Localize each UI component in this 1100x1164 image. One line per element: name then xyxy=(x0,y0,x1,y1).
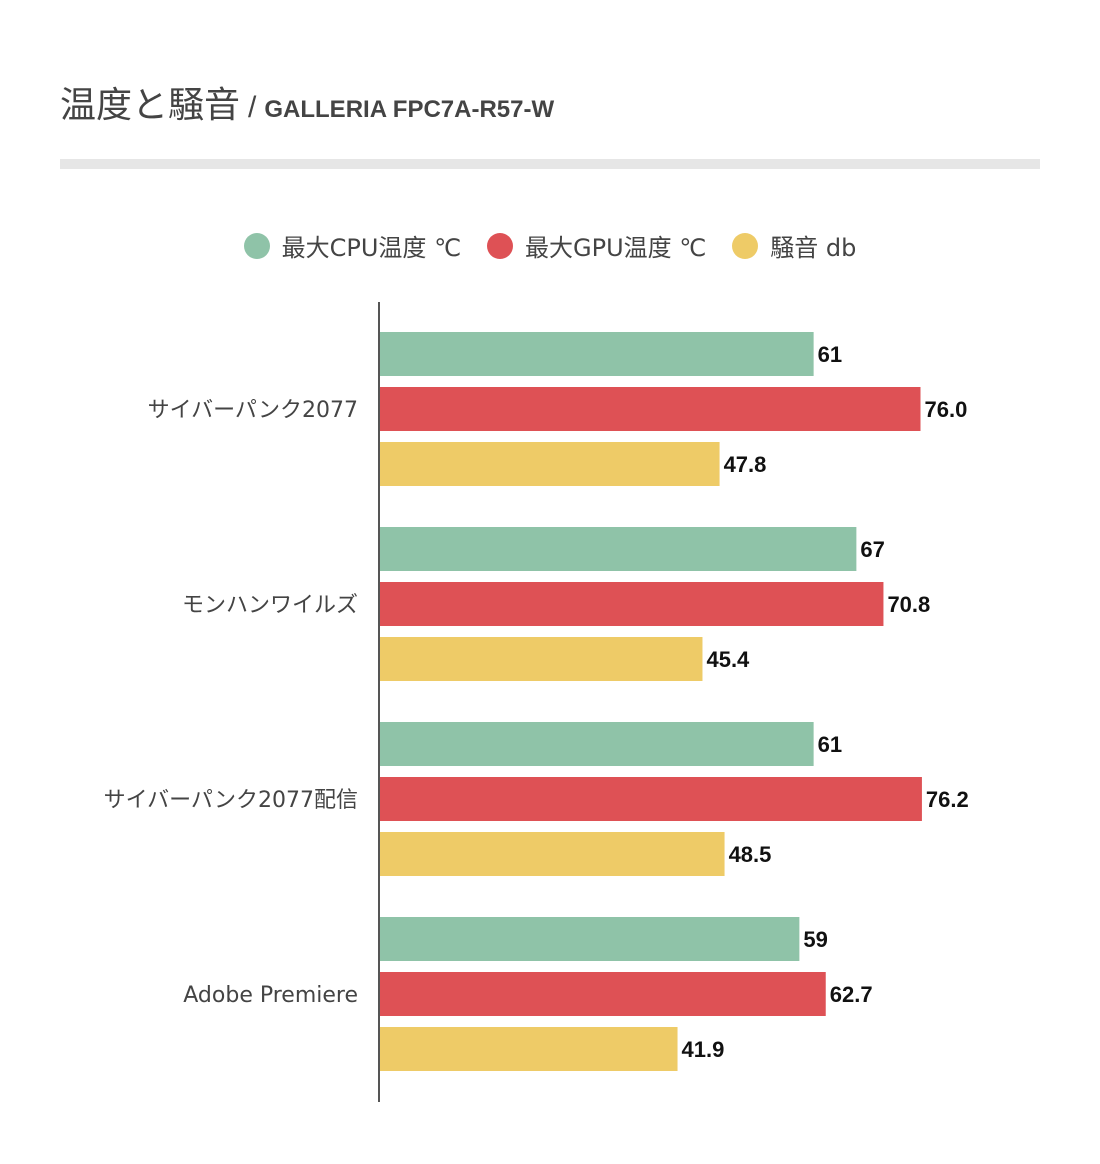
bar-gpu-2 xyxy=(379,777,922,821)
title-divider xyxy=(60,159,1040,169)
bar-cpu-1 xyxy=(379,527,857,571)
legend-item-noise: 騒音 db xyxy=(732,228,856,263)
chart-legend: 最大CPU温度 ℃ 最大GPU温度 ℃ 騒音 db xyxy=(0,228,1100,263)
bar-noise-2 xyxy=(379,832,725,876)
bar-cpu-3 xyxy=(379,917,800,961)
bar-gpu-3 xyxy=(379,972,826,1016)
legend-item-gpu: 最大GPU温度 ℃ xyxy=(487,228,706,263)
legend-swatch-cpu xyxy=(243,232,270,259)
chart-title-model: GALLERIA FPC7A-R57-W xyxy=(264,96,555,123)
chart-title: 温度と騒音 / GALLERIA FPC7A-R57-W xyxy=(60,88,554,124)
value-label-gpu-3: 62.7 xyxy=(830,982,873,1007)
bar-noise-1 xyxy=(379,637,703,681)
legend-label-cpu: 最大CPU温度 ℃ xyxy=(281,234,462,262)
bar-gpu-0 xyxy=(379,387,921,431)
chart-title-main: 温度と騒音 xyxy=(60,85,241,126)
bar-gpu-1 xyxy=(379,582,884,626)
legend-label-noise: 騒音 db xyxy=(770,234,857,262)
bar-cpu-2 xyxy=(379,722,814,766)
value-label-cpu-1: 67 xyxy=(860,537,884,562)
category-label-1: モンハンワイルズ xyxy=(182,593,358,618)
value-label-noise-0: 47.8 xyxy=(724,452,767,477)
value-label-noise-3: 41.9 xyxy=(682,1037,725,1062)
value-label-cpu-2: 61 xyxy=(818,732,842,757)
value-label-cpu-0: 61 xyxy=(818,342,842,367)
legend-label-gpu: 最大GPU温度 ℃ xyxy=(525,234,707,262)
bar-noise-3 xyxy=(379,1027,678,1071)
category-label-3: Adobe Premiere xyxy=(183,983,358,1008)
legend-swatch-noise xyxy=(732,232,759,259)
chart-title-separator: / xyxy=(248,91,257,124)
category-label-0: サイバーパンク2077 xyxy=(148,398,358,423)
value-label-noise-2: 48.5 xyxy=(729,842,772,867)
value-label-cpu-3: 59 xyxy=(803,927,827,952)
value-label-noise-1: 45.4 xyxy=(706,647,750,672)
value-label-gpu-2: 76.2 xyxy=(926,787,969,812)
category-label-2: サイバーパンク2077配信 xyxy=(104,788,358,813)
legend-item-cpu: 最大CPU温度 ℃ xyxy=(243,228,462,263)
value-label-gpu-0: 76.0 xyxy=(925,397,968,422)
value-label-gpu-1: 70.8 xyxy=(887,592,930,617)
legend-swatch-gpu xyxy=(487,232,514,259)
bar-noise-0 xyxy=(379,442,720,486)
bar-cpu-0 xyxy=(379,332,814,376)
